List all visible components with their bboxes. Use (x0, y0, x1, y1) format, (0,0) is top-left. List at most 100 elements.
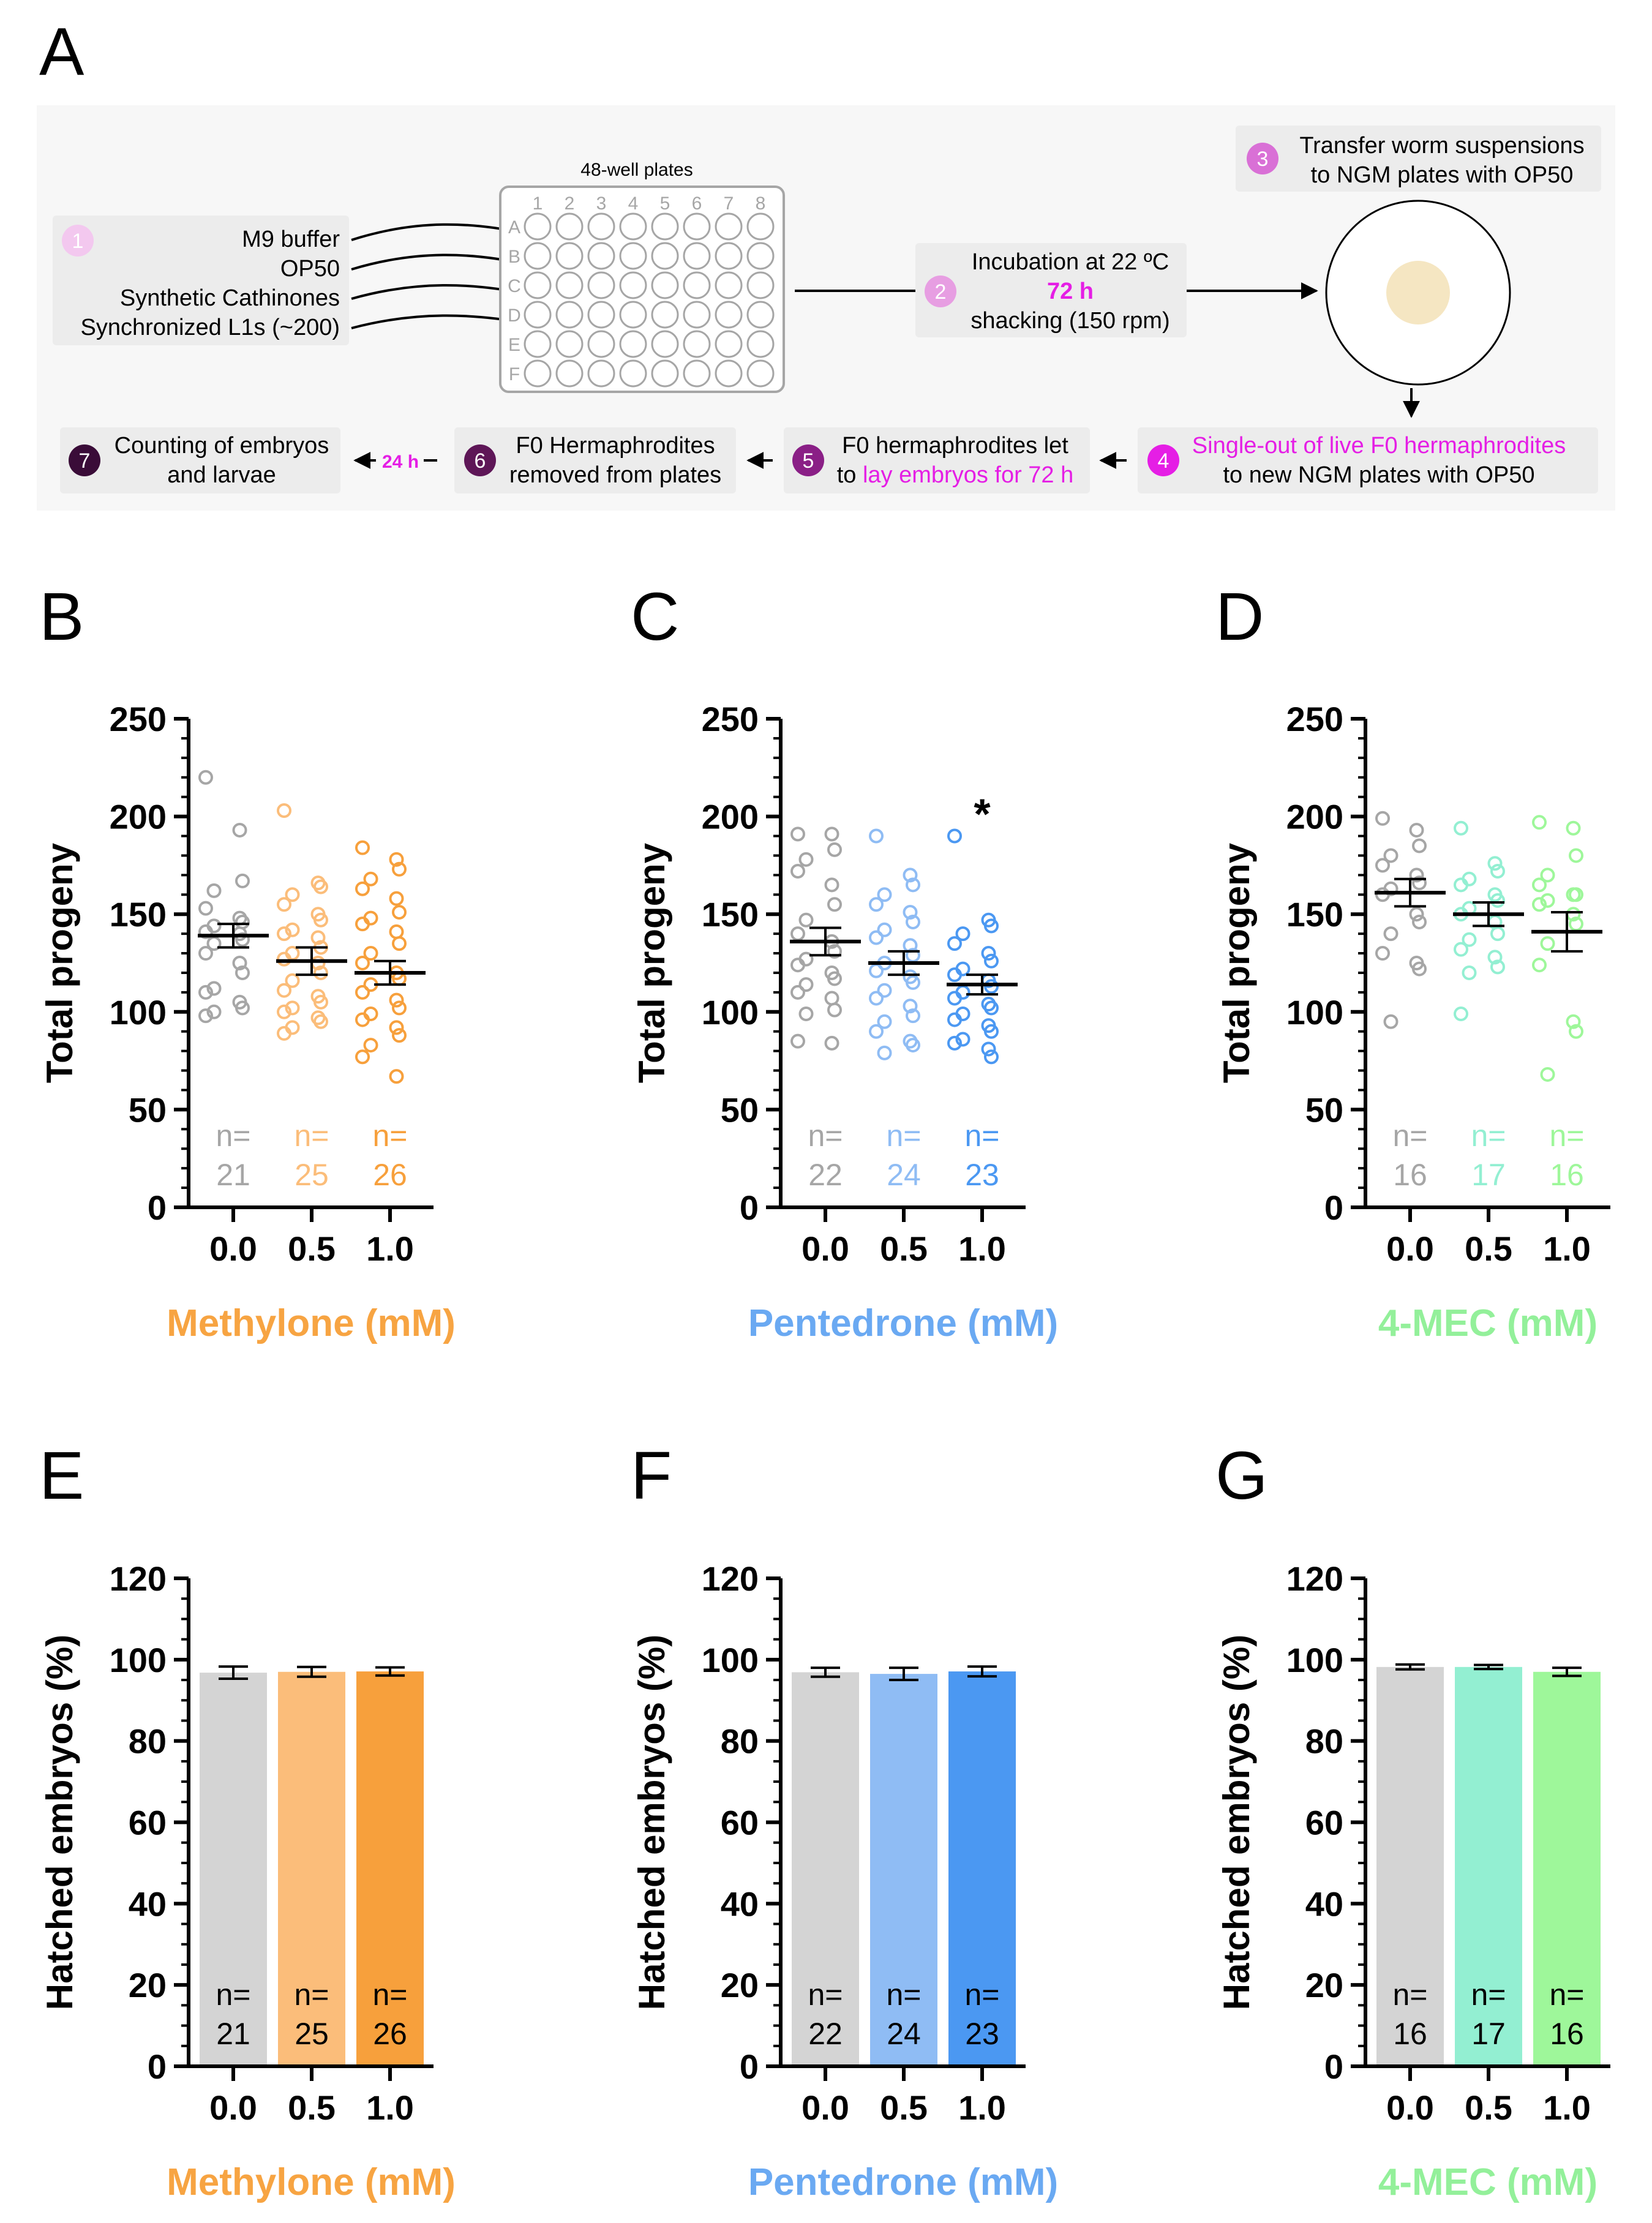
data-point (355, 1049, 370, 1065)
n-label: n= (808, 1119, 843, 1153)
data-point (310, 930, 326, 945)
data-point (1532, 958, 1547, 973)
plate-well (555, 301, 584, 329)
data-point (277, 1004, 291, 1019)
data-point (798, 977, 814, 992)
n-label: n= (1392, 1119, 1427, 1153)
plate-well (746, 359, 775, 388)
x-tick-label: 1.0 (958, 1229, 1006, 1268)
plate-column-label: 7 (724, 193, 734, 214)
y-tick-label: 0 (1324, 1188, 1343, 1227)
plate-well (683, 242, 711, 270)
data-point (824, 877, 839, 893)
plate-well (619, 301, 647, 329)
step1-line-2: OP50 (280, 256, 340, 282)
step5-box: 5 F0 hermaphrodites let to lay embryos f… (784, 427, 1090, 493)
plate-well (651, 359, 679, 388)
plate-well (555, 212, 584, 241)
data-point (1383, 848, 1399, 863)
data-point (1487, 950, 1503, 965)
data-point (1490, 959, 1505, 975)
plate-well (524, 330, 552, 358)
y-tick-label: 150 (702, 895, 759, 934)
data-point (198, 901, 213, 916)
step2-line-3: shacking (150 rpm) (971, 308, 1170, 334)
data-point (869, 1024, 884, 1039)
y-tick-label: 0 (740, 2047, 759, 2086)
n-label: n= (216, 1977, 250, 2012)
plate-row-label: A (508, 217, 520, 238)
data-point (790, 984, 805, 1000)
data-point (798, 852, 814, 867)
data-point (947, 967, 962, 983)
plate-well (715, 359, 743, 388)
data-point (947, 991, 962, 1006)
n-value: 17 (1471, 1158, 1506, 1192)
step3-line-1: Transfer worm suspensions (1299, 133, 1584, 159)
data-point (1412, 838, 1427, 853)
plate-well (746, 271, 775, 299)
data-point (355, 917, 370, 932)
data-point (277, 803, 291, 819)
step5-line-2a: to (837, 462, 863, 488)
data-point (869, 897, 884, 912)
n-label: n= (886, 1119, 921, 1153)
plate-well (746, 212, 775, 241)
n-label: n= (294, 1977, 329, 2012)
data-point (232, 956, 247, 970)
step3-badge (1247, 143, 1278, 174)
data-point (392, 905, 407, 920)
data-point (798, 912, 814, 928)
data-point (824, 827, 839, 842)
panel-label-f: F (631, 1438, 672, 1513)
step6-line-1: F0 Hermaphrodites (516, 433, 715, 459)
step5-number: 5 (803, 449, 814, 473)
y-tick-label: 80 (721, 1722, 759, 1761)
data-point (285, 887, 300, 902)
plate-well (524, 359, 552, 388)
data-point (1375, 887, 1390, 902)
data-point (1462, 965, 1477, 980)
plate-column-label: 5 (660, 193, 670, 214)
x-tick-label: 1.0 (1543, 1229, 1591, 1268)
y-tick-label: 120 (702, 1559, 759, 1598)
y-axis-label: Total progeny (631, 842, 672, 1083)
x-tick-label: 0.5 (288, 2088, 336, 2127)
plate-well (524, 212, 552, 241)
x-axis-title: 4-MEC (mM) (1378, 2161, 1598, 2203)
data-point (355, 840, 370, 855)
plate-well (683, 330, 711, 358)
n-label: n= (886, 1977, 921, 2012)
y-axis-label: Hatched embryos (%) (631, 1635, 672, 2010)
step4-line-1: Single-out of live F0 hermaphrodites (1192, 433, 1566, 459)
step2-line-1: Incubation at 22 ºC (972, 249, 1169, 275)
step3-box: 3 Transfer worm suspensions to NGM plate… (1236, 126, 1601, 192)
n-value: 21 (216, 2017, 250, 2051)
n-value: 22 (808, 2017, 843, 2051)
n-label: n= (1549, 1119, 1584, 1153)
data-point (389, 852, 404, 867)
n-label: n= (294, 1119, 329, 1153)
data-point (824, 1035, 839, 1051)
y-tick-label: 20 (129, 1966, 167, 2004)
n-value: 23 (965, 1158, 999, 1192)
plate-well (619, 271, 647, 299)
y-tick-label: 60 (1305, 1804, 1343, 1842)
y-tick-label: 0 (148, 1188, 167, 1227)
n-value: 26 (373, 2017, 407, 2051)
data-point (1462, 932, 1477, 947)
data-point (235, 1000, 250, 1016)
y-tick-label: 20 (1305, 1966, 1343, 2004)
n-label: n= (1471, 1977, 1506, 2012)
plate-column-label: 2 (565, 193, 575, 214)
x-tick-label: 0.0 (1386, 1229, 1434, 1268)
data-point (984, 1024, 999, 1039)
plate-well (715, 330, 743, 358)
data-point (1569, 1024, 1583, 1039)
data-point (906, 1008, 920, 1024)
data-point (1490, 863, 1505, 879)
plate-row-label: E (508, 335, 520, 355)
data-point (824, 991, 839, 1006)
data-point (363, 946, 378, 961)
data-point (1412, 875, 1427, 891)
